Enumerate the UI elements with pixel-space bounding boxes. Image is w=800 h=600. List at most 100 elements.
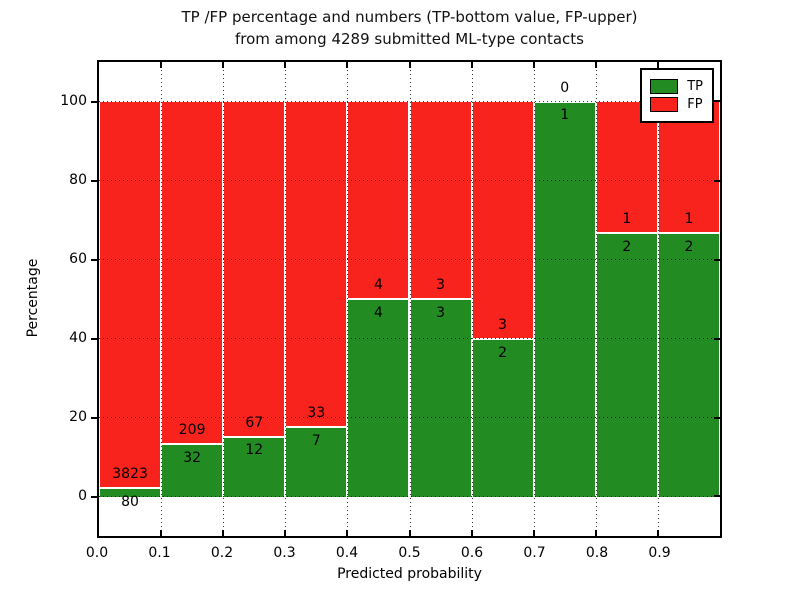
x-tick-label: 0.1 bbox=[148, 545, 171, 561]
y-tick-label: 100 bbox=[60, 92, 87, 109]
x-tick-mark bbox=[160, 530, 163, 536]
x-tick-label: 0.5 bbox=[398, 545, 421, 561]
x-tick-label: 0.3 bbox=[273, 545, 296, 561]
legend-label-tp: TP bbox=[687, 79, 703, 94]
y-tick-label: 60 bbox=[69, 250, 87, 267]
legend-swatch-fp-icon bbox=[650, 97, 679, 112]
fp-bar-segment bbox=[285, 101, 348, 428]
tp-count-label: 12 bbox=[245, 442, 264, 459]
chart-title-line1: TP /FP percentage and numbers (TP-bottom… bbox=[181, 8, 638, 26]
x-tick-mark bbox=[594, 530, 597, 536]
y-tick-mark-right bbox=[714, 495, 720, 498]
tp-bar-segment bbox=[223, 436, 286, 497]
y-tick-label: 40 bbox=[69, 329, 87, 346]
tp-bar-segment bbox=[657, 233, 720, 497]
tp-count-label: 2 bbox=[684, 239, 694, 256]
fp-count-label: 3 bbox=[436, 277, 445, 293]
y-tick-label: 80 bbox=[69, 171, 87, 188]
y-tick-mark-right bbox=[714, 416, 720, 419]
fp-bar-segment bbox=[223, 101, 286, 437]
x-tick-mark bbox=[470, 530, 473, 536]
gridline-vertical bbox=[409, 62, 411, 536]
y-axis-label: Percentage bbox=[25, 258, 41, 338]
x-tick-label: 0.8 bbox=[585, 545, 609, 561]
x-tick-mark-top bbox=[222, 62, 225, 68]
x-tick-label: 0.6 bbox=[460, 545, 484, 561]
x-tick-label: 0.0 bbox=[85, 545, 109, 561]
tp-bar-segment bbox=[409, 299, 472, 497]
y-tick-mark bbox=[91, 179, 97, 182]
gridline-vertical bbox=[285, 62, 287, 536]
tp-bar-segment bbox=[471, 338, 534, 497]
x-tick-label: 0.2 bbox=[210, 545, 234, 561]
x-tick-mark-top bbox=[160, 62, 163, 68]
x-tick-label: 0.9 bbox=[648, 545, 671, 561]
fp-bar-segment bbox=[409, 101, 472, 299]
y-tick-label: 0 bbox=[78, 487, 87, 504]
tp-count-label: 7 bbox=[311, 433, 321, 450]
x-tick-mark-top bbox=[594, 62, 597, 68]
tp-count-label: 1 bbox=[560, 107, 570, 124]
gridline-vertical bbox=[533, 62, 535, 536]
fp-count-label: 67 bbox=[245, 414, 264, 431]
x-tick-mark bbox=[532, 530, 535, 536]
fp-count-label: 1 bbox=[622, 211, 632, 228]
x-tick-mark-top bbox=[532, 62, 535, 68]
plot-area: TP FP 3823 80 209 32 67 12 33 7 4 4 3 3 3 2 0 1 1 2 1 2 bbox=[97, 60, 722, 538]
y-tick-mark-right bbox=[714, 100, 720, 103]
y-tick-mark-right bbox=[714, 258, 720, 261]
x-tick-mark-top bbox=[408, 62, 411, 68]
fp-count-label: 1 bbox=[684, 211, 694, 228]
fp-count-label: 209 bbox=[178, 422, 206, 439]
y-tick-mark bbox=[91, 258, 97, 261]
y-tick-label: 20 bbox=[69, 408, 87, 425]
gridline-vertical bbox=[595, 62, 597, 536]
tp-bar-segment bbox=[595, 233, 658, 497]
y-tick-mark bbox=[91, 416, 97, 419]
y-tick-mark bbox=[91, 337, 97, 340]
y-tick-mark-right bbox=[714, 337, 720, 340]
x-tick-mark-top bbox=[656, 62, 659, 68]
tp-bar-segment bbox=[533, 101, 596, 497]
fp-bar-segment bbox=[99, 101, 162, 489]
tp-count-label: 32 bbox=[183, 450, 202, 467]
tp-count-label: 3 bbox=[436, 305, 445, 321]
gridline-vertical bbox=[657, 62, 659, 536]
chart-title: TP /FP percentage and numbers (TP-bottom… bbox=[97, 6, 722, 50]
fp-count-label: 3 bbox=[498, 316, 508, 333]
x-tick-label: 0.7 bbox=[523, 545, 546, 561]
x-tick-mark-top bbox=[346, 62, 349, 68]
x-axis-label: Predicted probability bbox=[337, 566, 482, 582]
legend-entry-fp: FP bbox=[650, 97, 703, 112]
tp-count-label: 80 bbox=[121, 494, 139, 511]
tp-bar-segment bbox=[99, 488, 162, 497]
tp-count-label: 2 bbox=[498, 344, 508, 361]
gridline-vertical bbox=[161, 62, 163, 536]
fp-bar-segment bbox=[347, 101, 410, 299]
fp-count-label: 3823 bbox=[112, 466, 148, 483]
tp-bar-segment bbox=[347, 299, 410, 497]
x-tick-mark bbox=[346, 530, 349, 536]
legend-label-fp: FP bbox=[687, 97, 703, 112]
tp-count-label: 2 bbox=[622, 239, 632, 256]
x-tick-mark bbox=[284, 530, 287, 536]
x-tick-label: 0.4 bbox=[335, 545, 359, 561]
fp-count-label: 0 bbox=[560, 79, 570, 96]
x-tick-mark bbox=[408, 530, 411, 536]
gridline-vertical bbox=[347, 62, 349, 536]
x-tick-mark-top bbox=[470, 62, 473, 68]
fp-bar-segment bbox=[595, 101, 658, 234]
x-tick-mark-top bbox=[284, 62, 287, 68]
fp-bar-segment bbox=[161, 101, 224, 445]
gridline-vertical bbox=[471, 62, 473, 536]
x-tick-mark bbox=[222, 530, 225, 536]
y-tick-mark bbox=[91, 495, 97, 498]
tp-bar-segment bbox=[285, 427, 348, 497]
chart-title-line2: from among 4289 submitted ML-type contac… bbox=[235, 30, 584, 48]
tp-count-label: 4 bbox=[373, 305, 383, 321]
y-tick-mark bbox=[91, 100, 97, 103]
fp-bar-segment bbox=[471, 101, 534, 339]
y-tick-mark-right bbox=[714, 179, 720, 182]
legend-entry-tp: TP bbox=[650, 79, 703, 94]
